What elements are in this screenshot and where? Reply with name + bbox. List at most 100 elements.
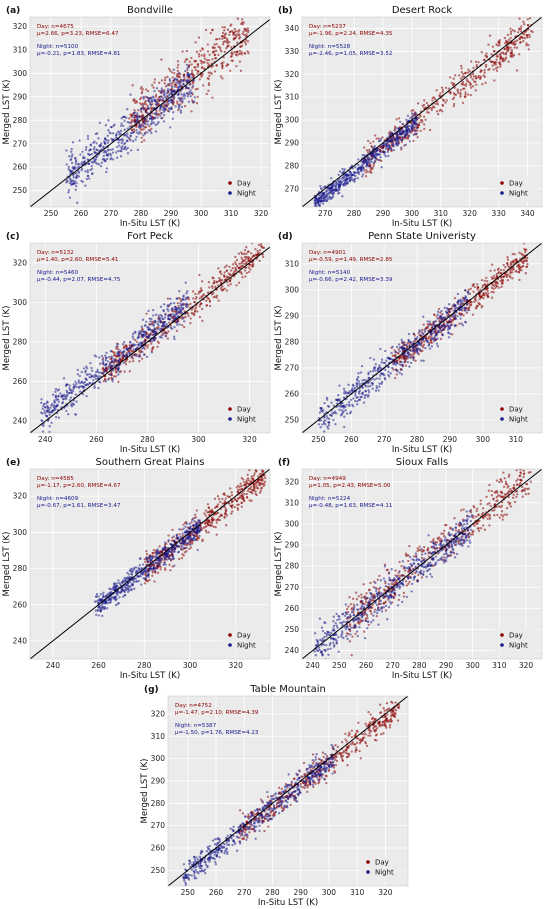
scatter-point [151,95,155,98]
x-tick-label: 300 [183,661,198,670]
scatter-point [117,380,120,384]
scatter-point [90,374,94,378]
scatter-point [416,136,419,139]
y-tick-label: 280 [13,338,28,347]
scatter-point [452,96,456,99]
scatter-point [215,294,219,297]
annotation-day-count: Day: n=5132 [37,250,74,256]
scatter-point [435,89,438,92]
scatter-point [95,142,98,145]
scatter-point [105,356,108,360]
scatter-point [127,136,130,140]
scatter-point [437,112,440,116]
scatter-point [434,102,438,105]
scatter-point [140,347,143,350]
scatter-point [245,33,248,36]
scatter-point [140,325,143,328]
scatter-point [130,131,133,135]
scatter-point [188,83,191,87]
annotation-day-stats: μ=1.40, p=2.60, RMSE=5.41 [37,257,119,263]
scatter-point [410,353,413,356]
scatter-point [325,398,329,401]
scatter-point [200,47,204,50]
scatter-point [243,493,246,496]
scatter-point [245,252,248,256]
scatter-point [235,259,239,262]
scatter-point [228,33,231,37]
scatter-point [154,95,158,98]
annotation-night-count: Night: n=5460 [37,270,79,276]
scatter-point [121,137,124,141]
scatter-point [444,310,448,313]
scatter-point [528,17,532,20]
scatter-point [50,411,54,414]
scatter-point [183,325,186,329]
scatter-point [412,133,416,136]
scatter-point [194,306,198,309]
scatter-point [226,28,230,31]
scatter-point [177,104,181,107]
scatter-point [102,157,106,161]
scatter-point [474,297,477,300]
scatter-point [160,105,163,108]
scatter-point [369,384,372,388]
scatter-point [228,30,231,34]
scatter-point [160,315,164,318]
scatter-point [139,332,142,335]
scatter-point [87,383,90,386]
scatter-point [173,83,177,86]
scatter-point [176,69,180,73]
scatter-point [217,267,220,270]
x-tick-label: 270 [377,435,392,444]
scatter-point [257,234,259,236]
scatter-point [360,170,363,173]
scatter-point [119,129,123,132]
scatter-point [395,373,398,376]
scatter-point [105,167,109,170]
scatter-point [486,280,489,283]
scatter-point [341,167,344,171]
scatter-point [182,554,185,557]
scatter-point [233,261,237,264]
scatter-point [108,131,111,134]
scatter-point [351,174,354,177]
scatter-point [176,310,179,314]
scatter-point [471,284,474,288]
scatter-point [65,149,68,152]
scatter-point [231,267,234,270]
scatter-point [175,297,178,300]
scatter-point [225,514,229,517]
scatter-point [372,369,375,373]
scatter-point [154,337,157,340]
scatter-point [366,170,369,173]
scatter-point [408,140,411,143]
scatter-point [360,160,363,164]
scatter-point [235,33,239,36]
scatter-point [245,495,249,499]
scatter-point [179,84,182,87]
scatter-point [173,85,176,88]
scatter-point [152,548,155,552]
scatter-point [348,403,351,406]
scatter-point [78,385,81,388]
scatter-point [348,390,352,393]
scatter-point [243,248,247,252]
scatter-point [377,158,380,162]
scatter-point [322,420,326,423]
scatter-point [245,262,248,265]
scatter-point [172,313,176,316]
scatter-point [439,331,443,334]
scatter-point [420,331,424,334]
scatter-point [420,328,424,332]
x-tick-label: 250 [44,209,59,218]
scatter-point [507,265,511,268]
scatter-point [397,348,400,351]
scatter-point [109,373,112,377]
scatter-point [518,41,522,44]
scatter-point [192,297,195,300]
scatter-point [499,279,502,283]
scatter-point [126,132,129,135]
scatter-point [207,510,210,514]
scatter-point [49,406,52,410]
scatter-point [348,400,351,404]
